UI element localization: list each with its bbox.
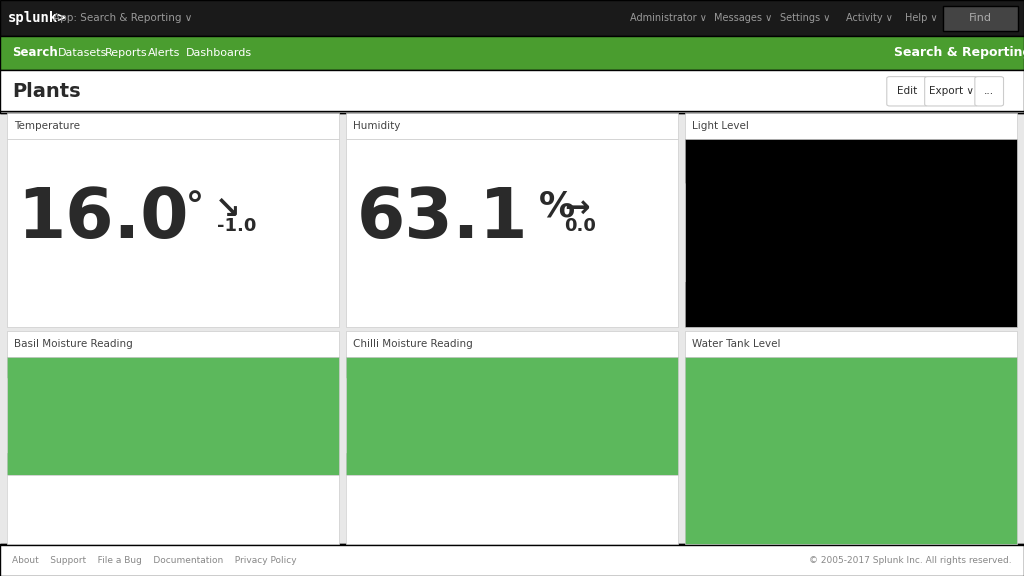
Text: ✓: ✓ [402,401,435,439]
Text: Search & Reporting: Search & Reporting [894,47,1024,59]
Text: splunk>: splunk> [8,11,67,25]
Text: Plants: Plants [12,82,81,101]
Text: 402: 402 [159,386,287,445]
Text: 63.1: 63.1 [356,185,527,252]
Text: Messages ∨: Messages ∨ [714,13,772,23]
Text: Alerts: Alerts [147,48,180,58]
Text: 2 days ago: 2 days ago [81,503,265,532]
Text: 380: 380 [498,386,626,445]
Circle shape [642,173,854,293]
Text: ...: ... [984,86,994,96]
Text: ↘: ↘ [215,195,241,224]
Text: Help ∨: Help ∨ [905,13,938,23]
Text: Last Watered: Last Watered [359,487,438,497]
Text: Light Level: Light Level [692,121,750,131]
Text: 16.0: 16.0 [17,185,189,252]
Text: °: ° [186,190,205,224]
Text: Temperature: Temperature [14,121,80,131]
Text: Chilli Moisture Reading: Chilli Moisture Reading [353,339,473,348]
Text: Activity ∨: Activity ∨ [846,13,893,23]
Text: →: → [564,195,590,224]
Text: Last Watered: Last Watered [20,487,99,497]
Text: %: % [539,190,574,224]
Circle shape [0,371,206,461]
Text: Basil Moisture Reading: Basil Moisture Reading [14,339,133,348]
Circle shape [716,183,890,282]
Text: 650: 650 [801,202,934,264]
Text: ✓: ✓ [63,401,96,439]
Text: Reports: Reports [104,48,147,58]
Text: 0.0: 0.0 [564,217,596,235]
Text: OK: OK [770,402,932,499]
Circle shape [293,371,545,461]
Text: 2 hours ago: 2 hours ago [411,503,613,532]
Text: App: Search & Reporting ∨: App: Search & Reporting ∨ [53,13,193,23]
Text: Settings ∨: Settings ∨ [780,13,830,23]
Text: © 2005-2017 Splunk Inc. All rights reserved.: © 2005-2017 Splunk Inc. All rights reser… [809,556,1012,564]
Text: Datasets: Datasets [58,48,108,58]
Text: -1.0: -1.0 [217,217,256,235]
Text: Dashboards: Dashboards [186,48,253,58]
Text: About    Support    File a Bug    Documentation    Privacy Policy: About Support File a Bug Documentation P… [12,556,297,564]
Text: Find: Find [969,13,992,23]
Text: Water Tank Level: Water Tank Level [692,339,780,348]
Text: Edit: Edit [897,86,918,96]
Text: Humidity: Humidity [353,121,400,131]
Text: Administrator ∨: Administrator ∨ [630,13,707,23]
Text: Search: Search [12,47,58,59]
Text: Export ∨: Export ∨ [929,86,974,96]
